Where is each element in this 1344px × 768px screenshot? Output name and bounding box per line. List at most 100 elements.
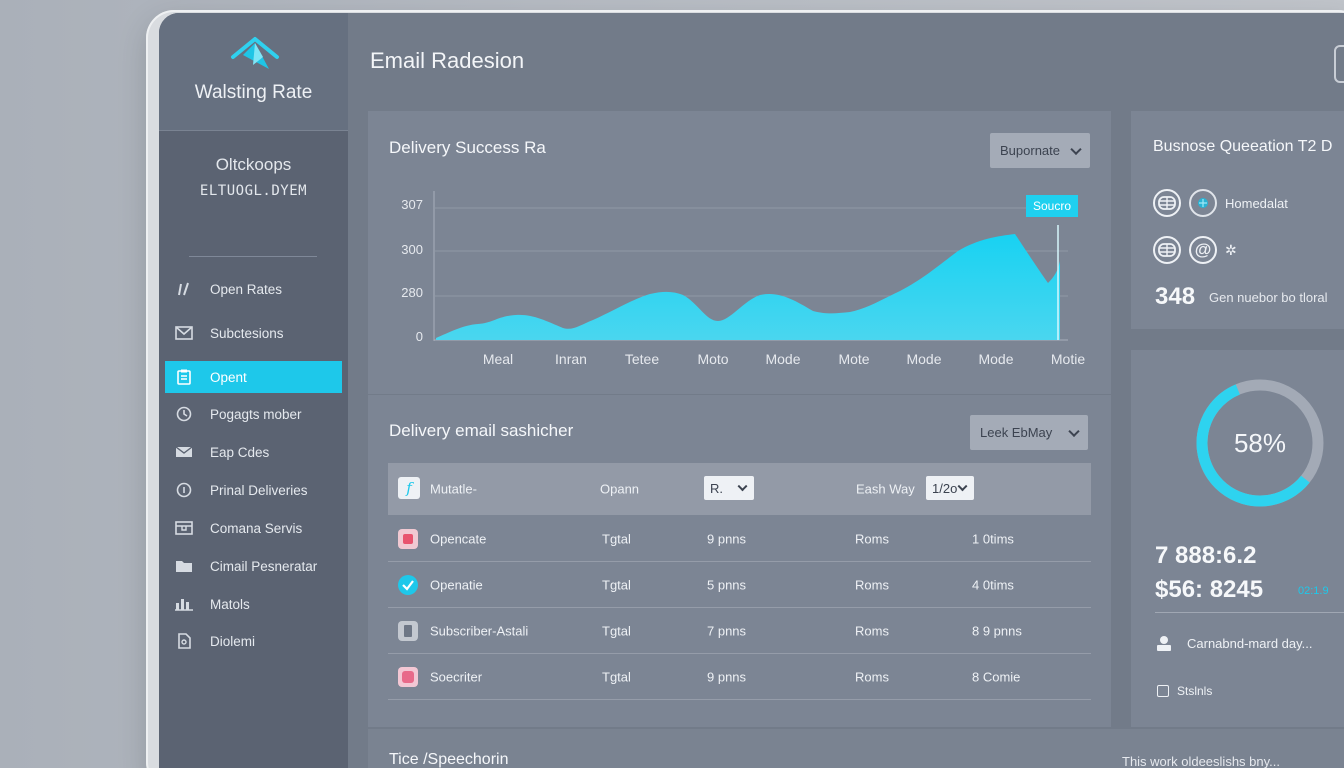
table-row[interactable]: Soecriter Tgtal 9 pnns Roms 8 Comie bbox=[388, 654, 1091, 700]
app-icon bbox=[398, 666, 418, 687]
row-cell: 8 9 pnns bbox=[972, 623, 1022, 638]
table-row[interactable]: Openatie Tgtal 5 pnns Roms 4 0tims bbox=[388, 562, 1091, 608]
sidebar-item-prinal-deliveries[interactable]: Prinal Deliveries bbox=[165, 474, 342, 506]
globe-icon bbox=[1153, 236, 1181, 264]
sidebar-item-subscriptions[interactable]: Subctesions bbox=[165, 317, 342, 349]
row-name: Openatie bbox=[430, 577, 483, 592]
column-header[interactable]: Opann bbox=[600, 481, 640, 497]
gauge-percent: 58% bbox=[1233, 428, 1287, 458]
folder-icon bbox=[175, 557, 193, 575]
gauge-card: 58% 7 888:6.2 $56: 8245 02:1.9 Carnabnd‑… bbox=[1131, 350, 1344, 727]
sidebar-item-comana-servis[interactable]: Comana Servis bbox=[165, 512, 342, 544]
x-tick: Tetee bbox=[624, 351, 660, 367]
row-cell: Roms bbox=[855, 531, 889, 546]
table-title: Delivery email sashicher bbox=[389, 421, 574, 440]
x-tick: Moto bbox=[697, 351, 729, 367]
row-cell: 9 pnns bbox=[707, 669, 747, 684]
series-area bbox=[436, 234, 1060, 340]
chevron-down-icon bbox=[957, 481, 968, 492]
table-row[interactable]: Opencate Tgtal 9 pnns Roms 1 0tims bbox=[388, 516, 1091, 562]
business-icons-row: @ ✲ bbox=[1153, 236, 1237, 264]
sidebar-item-label: Cimail Pesneratar bbox=[210, 558, 318, 574]
column-header[interactable]: Eash Way bbox=[856, 481, 915, 497]
row-name: Opencate bbox=[430, 531, 487, 546]
sidebar-item-opent[interactable]: Opent bbox=[165, 361, 342, 393]
row-name: Subscriber‑Astali bbox=[430, 623, 529, 638]
y-tick: 307 bbox=[401, 197, 423, 212]
sidebar-item-matols[interactable]: Matols bbox=[165, 588, 342, 620]
x-tick: Meal bbox=[482, 351, 514, 367]
globe-icon bbox=[1153, 189, 1181, 217]
delivery-chart-card: Delivery Success Ra Bupornate 307 300 28… bbox=[368, 111, 1111, 394]
clipboard-icon bbox=[175, 368, 193, 386]
sidebar-item-label: Comana Servis bbox=[210, 520, 303, 536]
page-title: Email Radesion bbox=[370, 48, 525, 73]
business-card: Busnose Queeation T2 D Homedalat @ ✲ 348… bbox=[1131, 111, 1344, 329]
x-tick: Mode bbox=[978, 351, 1014, 367]
business-line: Homedalat bbox=[1153, 189, 1288, 217]
table-row[interactable]: Subscriber‑Astali Tgtal 7 pnns Roms 8 9 … bbox=[388, 608, 1091, 654]
app-icon bbox=[398, 620, 418, 641]
column-select[interactable]: 1/2o bbox=[926, 476, 974, 500]
business-stat-value: 348 bbox=[1155, 283, 1196, 310]
column-select[interactable]: R. bbox=[704, 476, 754, 500]
bottom-card: Tice /Speechorin This work oldeeslishs b… bbox=[368, 729, 1344, 768]
dropdown-value: Leek EbMay bbox=[980, 425, 1053, 440]
sidebar-item-label: Subctesions bbox=[210, 325, 284, 341]
checkmark-icon bbox=[398, 574, 418, 595]
row-cell: Roms bbox=[855, 669, 889, 684]
sidebar-divider bbox=[189, 256, 317, 257]
brand-area: Walsting Rate bbox=[159, 13, 348, 131]
bottom-note: This work oldeeslishs bny... bbox=[1122, 754, 1280, 768]
row-cell: 5 pnns bbox=[707, 577, 747, 592]
sidebar-item-label: Opent bbox=[210, 369, 247, 385]
row-cell: 4 0tims bbox=[972, 577, 1014, 592]
status-icon bbox=[1157, 685, 1169, 697]
x-tick: Mode bbox=[906, 351, 942, 367]
select-value: R. bbox=[710, 480, 723, 496]
gauge-footer: Stslnls bbox=[1157, 684, 1212, 698]
document-icon bbox=[175, 632, 193, 650]
sidebar-item-label: Prinal Deliveries bbox=[210, 482, 308, 498]
envelope-icon bbox=[175, 324, 193, 342]
sidebar-item-eap-cdes[interactable]: Eap Cdes bbox=[165, 436, 342, 468]
sidebar-item-label: Open Rates bbox=[210, 281, 283, 297]
org-subtitle: ELTUOGL.DYEM bbox=[199, 183, 308, 199]
gauge-progress bbox=[1196, 379, 1324, 507]
x-tick: Motie bbox=[1050, 351, 1086, 367]
gauge-value-2: $56: 8245 bbox=[1155, 576, 1264, 603]
app-window: Walsting Rate Oltckoops ELTUOGL.DYEM Ope… bbox=[159, 13, 1344, 768]
chart-range-dropdown[interactable]: Bupornate bbox=[990, 133, 1090, 168]
column-header[interactable]: Mutatle‑ bbox=[430, 481, 477, 497]
x-tick: Mode bbox=[765, 351, 801, 367]
gauge-value-1: 7 888:6.2 bbox=[1155, 542, 1257, 569]
gauge-ring bbox=[1196, 379, 1324, 507]
sidebar-item-cimail-pesneratar[interactable]: Cimail Pesneratar bbox=[165, 550, 342, 582]
user-icon bbox=[1155, 634, 1173, 652]
table-filter-dropdown[interactable]: Leek EbMay bbox=[970, 415, 1088, 450]
row-name: Soecriter bbox=[430, 669, 483, 684]
sidebar-item-label: Eap Cdes bbox=[210, 444, 270, 460]
row-cell: 9 pnns bbox=[707, 531, 747, 546]
sidebar-item-open-rates[interactable]: Open Rates bbox=[165, 273, 342, 305]
area-chart bbox=[433, 191, 1068, 341]
org-name: Oltckoops bbox=[215, 155, 292, 174]
inbox-icon bbox=[175, 519, 193, 537]
row-cell: 1 0tims bbox=[972, 531, 1014, 546]
chart-title: Delivery Success Ra bbox=[389, 138, 546, 157]
chart-icon bbox=[175, 280, 193, 298]
sidebar-item-diolemi[interactable]: Diolemi bbox=[165, 625, 342, 657]
info-icon bbox=[175, 481, 193, 499]
gauge-divider bbox=[1155, 612, 1344, 613]
y-tick: 300 bbox=[401, 242, 423, 257]
settings-icon: ✲ bbox=[1225, 241, 1237, 258]
business-title: Busnose Queeation T2 D bbox=[1153, 138, 1333, 155]
business-stat-label: Gen nuebor bo tloral bbox=[1209, 290, 1328, 305]
sidebar-item-label: Matols bbox=[210, 596, 250, 612]
y-tick: 280 bbox=[401, 285, 423, 300]
sidebar-item-label: Diolemi bbox=[210, 633, 256, 649]
row-cell: Tgtal bbox=[602, 623, 631, 638]
sidebar: Walsting Rate Oltckoops ELTUOGL.DYEM Ope… bbox=[159, 13, 348, 768]
header-action-button[interactable] bbox=[1334, 45, 1344, 83]
sidebar-item-pogagts-mober[interactable]: Pogagts mober bbox=[165, 398, 342, 430]
